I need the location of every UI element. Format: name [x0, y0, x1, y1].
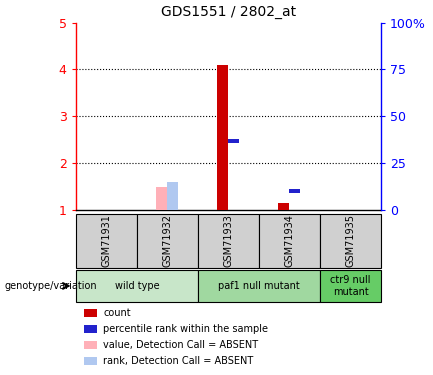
Text: genotype/variation: genotype/variation	[4, 281, 97, 291]
Bar	[156, 187, 167, 210]
Bar	[278, 203, 289, 210]
Text: value, Detection Call = ABSENT: value, Detection Call = ABSENT	[103, 340, 258, 350]
Text: GSM71935: GSM71935	[346, 214, 355, 267]
Text: GSM71934: GSM71934	[284, 214, 294, 267]
Text: GSM71933: GSM71933	[223, 214, 233, 267]
Text: paf1 null mutant: paf1 null mutant	[218, 281, 300, 291]
Text: wild type: wild type	[114, 281, 159, 291]
Text: percentile rank within the sample: percentile rank within the sample	[103, 324, 268, 334]
Bar	[167, 182, 178, 210]
Bar	[229, 139, 239, 143]
Text: count: count	[103, 308, 131, 318]
Bar	[217, 64, 229, 210]
Text: rank, Detection Call = ABSENT: rank, Detection Call = ABSENT	[103, 356, 253, 366]
Text: ctr9 null
mutant: ctr9 null mutant	[330, 275, 371, 297]
Text: GSM71931: GSM71931	[101, 214, 111, 267]
Title: GDS1551 / 2802_at: GDS1551 / 2802_at	[161, 5, 296, 19]
Text: GSM71932: GSM71932	[162, 214, 172, 267]
Bar	[289, 189, 301, 193]
